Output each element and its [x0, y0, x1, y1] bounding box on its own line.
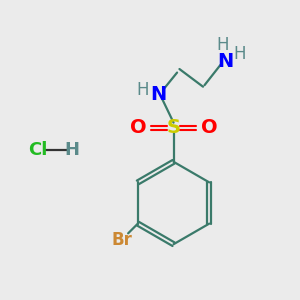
- Text: N: N: [217, 52, 233, 71]
- Text: S: S: [167, 118, 181, 137]
- Text: O: O: [201, 118, 217, 137]
- Text: Cl: Cl: [28, 141, 48, 159]
- Text: O: O: [130, 118, 146, 137]
- Text: H: H: [64, 141, 80, 159]
- Text: H: H: [234, 45, 246, 63]
- Text: H: H: [216, 37, 228, 55]
- Text: H: H: [136, 81, 149, 99]
- Text: Br: Br: [111, 231, 132, 249]
- Text: N: N: [151, 85, 167, 104]
